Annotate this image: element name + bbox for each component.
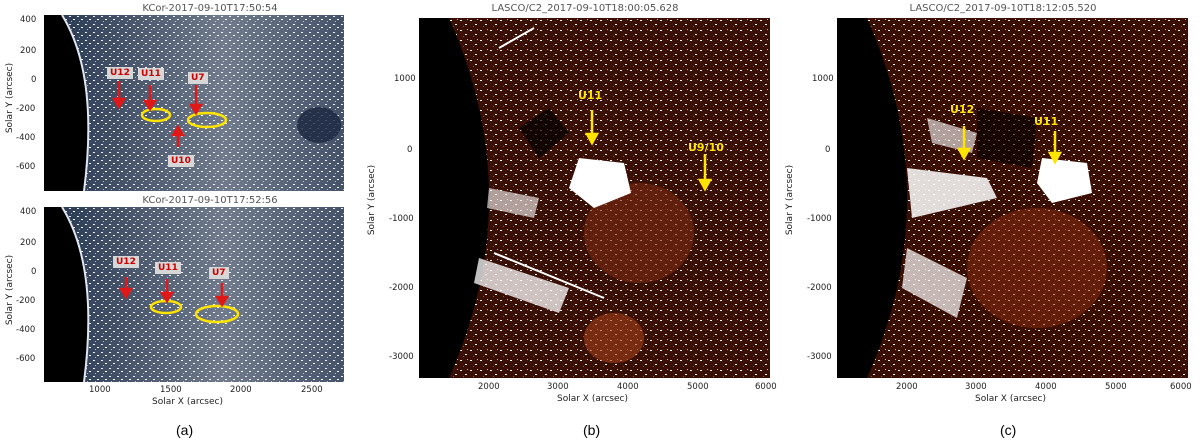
kcor-top-image — [44, 15, 344, 191]
c-ytick: 1000 — [812, 74, 834, 84]
lasco-b-image — [419, 18, 770, 378]
label-u9-10: U9/10 — [688, 141, 724, 154]
panel-a-bottom-title: KCor-2017-09-10T17:52:56 — [142, 195, 278, 206]
a-top-ytick: -600 — [16, 162, 36, 172]
a-xtick: 2500 — [301, 385, 323, 395]
b-xtick: 2000 — [478, 382, 500, 392]
b-xlabel: Solar X (arcsec) — [557, 394, 628, 404]
a-top-ytick: -400 — [16, 133, 36, 143]
b-ytick: -1000 — [389, 214, 414, 224]
label-u12-lasco-c: U12 — [950, 103, 975, 116]
caption-b: (b) — [583, 422, 601, 438]
top-ellipses — [140, 107, 228, 129]
label-u10: U10 — [168, 155, 194, 167]
b-xtick: 5000 — [687, 382, 709, 392]
c-xtick: 2000 — [896, 382, 918, 392]
c-xtick: 6000 — [1170, 382, 1192, 392]
c-ytick: -1000 — [807, 214, 832, 224]
c-xtick: 4000 — [1035, 382, 1057, 392]
a-top-ytick: 200 — [20, 46, 37, 56]
label-u12-b: U12 — [113, 256, 139, 268]
a-bot-ytick: -200 — [16, 296, 36, 306]
c-xtick: 5000 — [1105, 382, 1127, 392]
lasco-c-image — [837, 18, 1188, 378]
panel-a-top-title: KCor-2017-09-10T17:50:54 — [142, 3, 278, 14]
b-ylabel: Solar Y (arcsec) — [367, 164, 377, 236]
label-u11-lasco-b: U11 — [578, 89, 603, 102]
a-xtick: 1500 — [160, 385, 182, 395]
c-xlabel: Solar X (arcsec) — [975, 394, 1046, 404]
c-xtick: 3000 — [965, 382, 987, 392]
b-xtick: 3000 — [547, 382, 569, 392]
c-ylabel: Solar Y (arcsec) — [785, 164, 795, 236]
b-xtick: 4000 — [617, 382, 639, 392]
a-top-ytick: -200 — [16, 104, 36, 114]
b-ytick: -3000 — [389, 352, 414, 362]
b-ytick: -2000 — [389, 283, 414, 293]
c-ytick: -3000 — [807, 352, 832, 362]
a-xtick: 2000 — [230, 385, 252, 395]
a-bot-ytick: -400 — [16, 325, 36, 335]
a-bot-ytick: 0 — [31, 267, 37, 277]
panel-c-title: LASCO/C2_2017-09-10T18:12:05.520 — [909, 3, 1097, 14]
label-u11-lasco-c: U11 — [1034, 115, 1059, 128]
a-bot-ytick: 400 — [20, 207, 37, 217]
a-bot-ytick: -600 — [16, 354, 36, 364]
a-xlabel: Solar X (arcsec) — [152, 397, 223, 407]
a-xtick: 1000 — [89, 385, 111, 395]
caption-a: (a) — [176, 422, 194, 438]
a-top-ytick: 0 — [31, 75, 37, 85]
label-u12: U12 — [107, 67, 133, 79]
a-top-ylabel: Solar Y (arcsec) — [5, 62, 15, 134]
label-u11: U11 — [138, 68, 164, 80]
label-u11-b: U11 — [155, 262, 181, 274]
kcor-bottom-image — [44, 207, 344, 382]
a-bot-ytick: 200 — [20, 238, 37, 248]
caption-c: (c) — [1000, 422, 1017, 438]
c-ytick: -2000 — [807, 283, 832, 293]
a-top-ytick: 400 — [20, 15, 37, 25]
panel-b-title: LASCO/C2_2017-09-10T18:00:05.628 — [491, 3, 679, 14]
label-u7: U7 — [188, 72, 208, 84]
b-ytick: 0 — [407, 145, 413, 155]
b-xtick: 6000 — [755, 382, 777, 392]
c-ytick: 0 — [825, 145, 831, 155]
label-u7-b: U7 — [209, 267, 229, 279]
b-ytick: 1000 — [394, 74, 416, 84]
a-bot-ylabel: Solar Y (arcsec) — [5, 254, 15, 326]
